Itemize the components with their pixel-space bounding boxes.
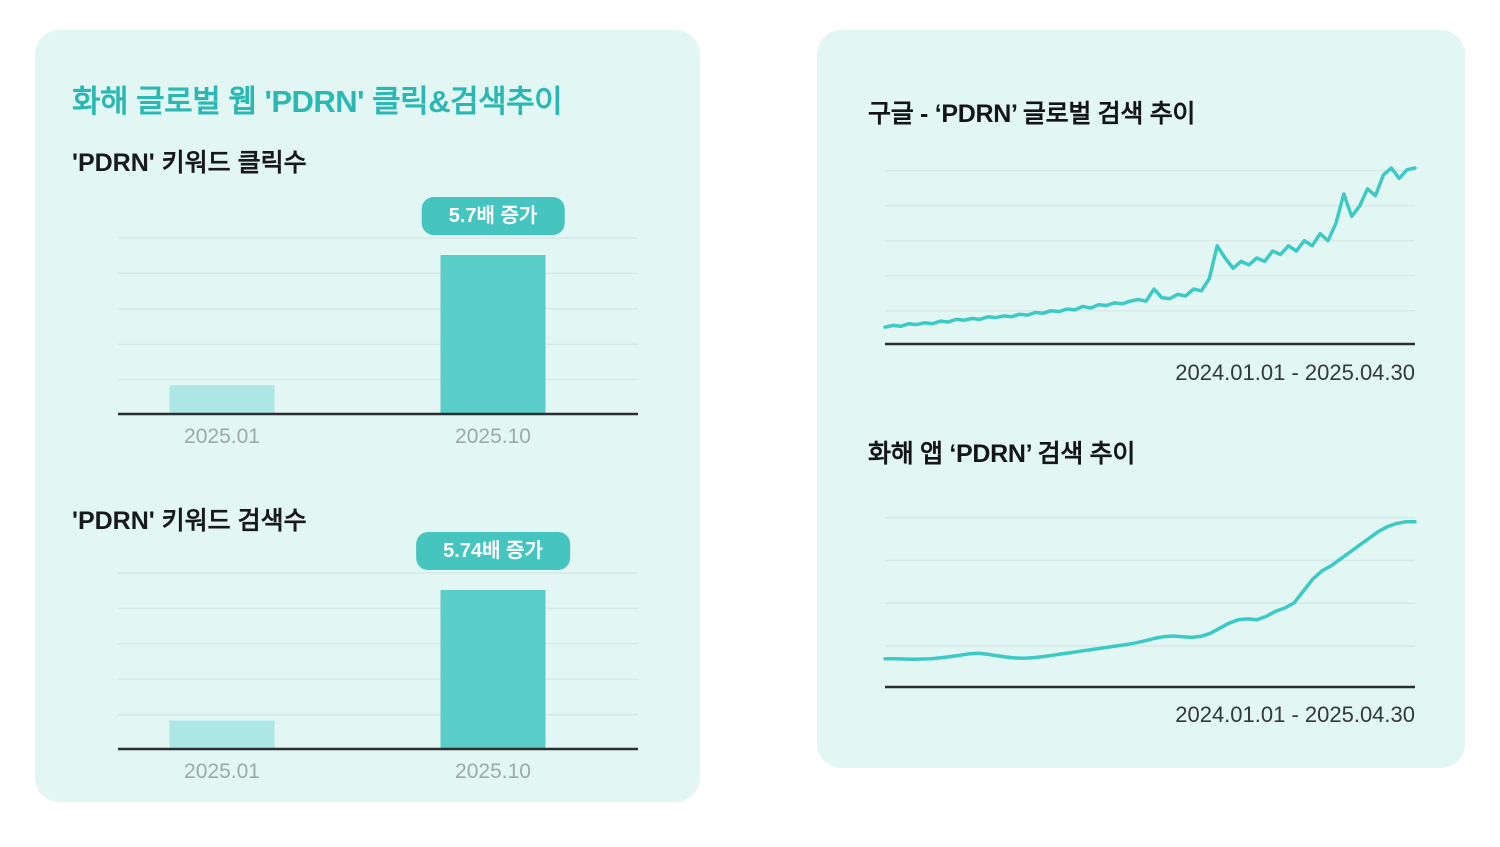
google-trend-title: 구글 - ‘PDRN’ 글로벌 검색 추이: [868, 100, 1196, 128]
searches-bar-chart: 5.74배 증가 2025.01 2025.10: [118, 480, 638, 792]
x-tick-label: 2025.10: [455, 425, 531, 448]
google-trend-chart: [883, 166, 1417, 346]
hwahae-app-trend-chart: [883, 517, 1417, 689]
x-tick-label: 2025.01: [184, 425, 260, 448]
web-metrics-panel: 화해 글로벌 웹 'PDRN' 클릭&검색추이 'PDRN' 키워드 클릭수 5…: [35, 30, 700, 802]
searches-growth-badge: 5.74배 증가: [416, 532, 570, 570]
search-trends-panel: 구글 - ‘PDRN’ 글로벌 검색 추이 2024.01.01 - 2025.…: [817, 30, 1465, 768]
panel-title: 화해 글로벌 웹 'PDRN' 클릭&검색추이: [72, 84, 563, 119]
x-tick-label: 2025.10: [455, 760, 531, 783]
hwahae-app-trend-date-range: 2024.01.01 - 2025.04.30: [1175, 702, 1415, 727]
clicks-growth-badge: 5.7배 증가: [421, 197, 565, 235]
clicks-bar-chart: 5.7배 증가 2025.01 2025.10: [118, 145, 638, 457]
google-trend-date-range: 2024.01.01 - 2025.04.30: [1175, 360, 1415, 385]
hwahae-app-trend-title: 화해 앱 ‘PDRN’ 검색 추이: [868, 440, 1136, 468]
line-chart-svg: [883, 166, 1417, 346]
clicks-chart-title: 'PDRN' 키워드 클릭수: [72, 149, 307, 177]
line-chart-svg: [883, 517, 1417, 689]
bar-chart-svg: [118, 237, 638, 416]
searches-chart-title: 'PDRN' 키워드 검색수: [72, 507, 307, 535]
bar-chart-svg: [118, 572, 638, 751]
x-tick-label: 2025.01: [184, 760, 260, 783]
